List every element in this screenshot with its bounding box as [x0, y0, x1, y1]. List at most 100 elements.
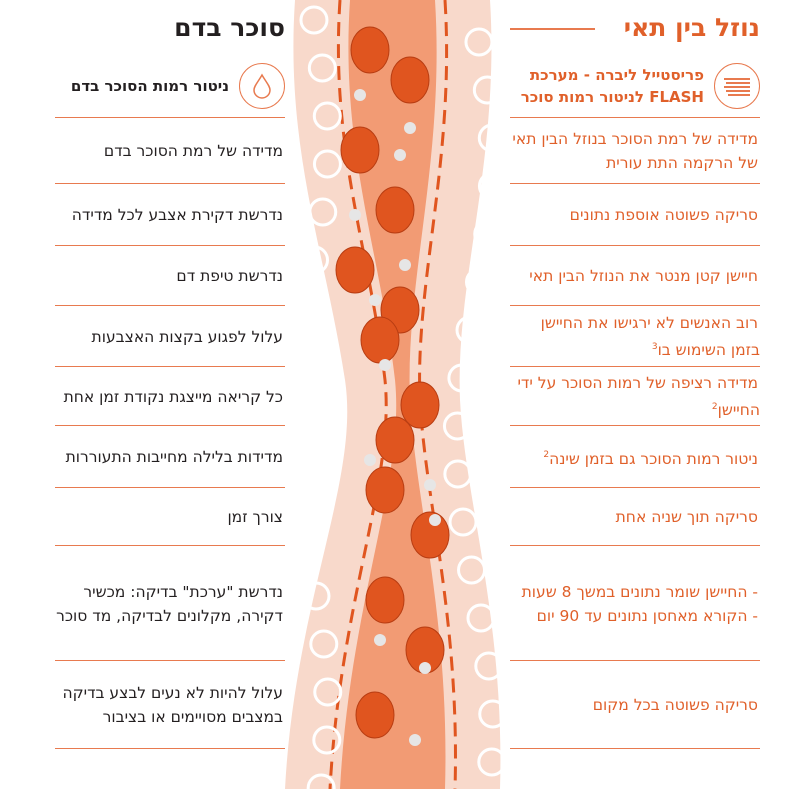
red-blood-cell — [350, 26, 390, 74]
platelet — [369, 294, 381, 306]
comparison-row: מדידות בלילה מחייבות התעוררות — [55, 425, 285, 488]
flash-sensor-icon — [714, 63, 760, 109]
row-text: סריקה תוך שניה אחת — [615, 508, 758, 526]
comparison-row: כל קריאה מייצגת נקודת זמן אחת — [55, 366, 285, 426]
platelet — [354, 89, 366, 101]
vessel-lumen — [340, 0, 446, 789]
tissue-cell — [285, 485, 313, 515]
tissue-cell — [285, 437, 308, 467]
row-text: מדידה של רמת הסוכר בנוזל הבין תאי של הרק… — [512, 130, 758, 172]
blood-vessel-illustration — [285, 0, 508, 789]
row-text: מדידות בלילה מחייבות התעוררות — [65, 448, 283, 466]
blood-drop-icon — [239, 63, 285, 109]
divider — [510, 748, 760, 749]
platelet — [374, 634, 386, 646]
left-title: סוכר בדם — [174, 13, 285, 42]
vessel-outer — [285, 0, 501, 789]
platelet — [409, 734, 421, 746]
row-text: סריקה פשוטה בכל מקום — [592, 696, 758, 714]
tissue-cell — [309, 629, 339, 659]
row-text: נדרשת דקירת אצבע לכל מדידה — [71, 206, 283, 224]
tissue-cell — [308, 197, 338, 227]
tissue-cell — [443, 459, 473, 489]
comparison-row: מדידה רציפה של רמות הסוכר על ידי החיישן2 — [510, 366, 760, 426]
row-text: חיישן קטן מנטר את הנוזל הבין תאי — [529, 267, 758, 285]
tissue-cell — [292, 533, 322, 563]
tissue-cell — [300, 245, 330, 275]
platelet — [429, 514, 441, 526]
comparison-row: נדרשת טיפת דם — [55, 245, 285, 306]
row-text: ניטור רמות הסוכר גם בזמן שינה — [549, 449, 758, 468]
comparison-row: נדרשת "ערכת" בדיקה: מכשיר דקירה, מקלונים… — [55, 545, 285, 661]
tissue-cell — [465, 267, 495, 297]
right-title: נוזל בין תאי — [623, 13, 760, 42]
tissue-cell — [306, 773, 336, 789]
red-blood-cell — [365, 466, 405, 514]
tissue-cell — [442, 411, 472, 441]
comparison-row: חיישן קטן מנטר את הנוזל הבין תאי — [510, 245, 760, 306]
platelet — [404, 122, 416, 134]
red-blood-cell — [375, 416, 415, 464]
comparison-row: סריקה פשוטה אוספת נתונים — [510, 183, 760, 246]
red-blood-cell — [390, 56, 430, 104]
row-text: עלול לפגוע בקצות האצבעות — [91, 327, 283, 346]
tissue-cell — [466, 603, 496, 633]
tissue-cell — [312, 101, 342, 131]
right-header: פריסטייל ליברה - מערכת FLASH לניטור רמות… — [510, 55, 760, 117]
platelet — [379, 359, 391, 371]
tissue-cell — [457, 555, 487, 585]
comparison-row: עלול לפגוע בקצות האצבעות — [55, 305, 285, 367]
comparison-row: רוב האנשים לא ירגישו את החיישן בזמן השימ… — [510, 305, 760, 367]
tissue-cell — [447, 363, 477, 393]
tissue-cell — [285, 389, 307, 419]
platelet — [364, 454, 376, 466]
tissue-cell — [307, 53, 337, 83]
tissue-cell — [473, 219, 503, 249]
tissue-cell — [472, 75, 502, 105]
tissue-cell — [474, 651, 504, 681]
comparison-row: מדידה של רמת הסוכר בנוזל הבין תאי של הרק… — [510, 117, 760, 184]
row-text: נדרשת טיפת דם — [176, 267, 283, 285]
footnote-ref: 2 — [711, 401, 718, 412]
red-blood-cell — [335, 246, 375, 294]
tissue-cell — [312, 725, 342, 755]
red-blood-cell — [355, 691, 395, 739]
comparison-row: צורך זמן — [55, 487, 285, 546]
row-text: צורך זמן — [227, 508, 283, 526]
tissue-cell — [478, 699, 508, 729]
comparison-row: נדרשת דקירת אצבע לכל מדידה — [55, 183, 285, 246]
red-blood-cell — [340, 126, 380, 174]
tissue-cell — [299, 5, 329, 35]
platelet — [424, 479, 436, 491]
comparison-row: - החיישן שומר נתונים במשך 8 שעות - הקורא… — [510, 545, 760, 661]
red-blood-cell — [375, 186, 415, 234]
tissue-cell — [477, 123, 507, 153]
tissue-cell — [313, 677, 343, 707]
platelet — [394, 149, 406, 161]
footnote-ref: 2 — [543, 450, 550, 461]
divider — [55, 748, 285, 749]
tissue-cell — [455, 315, 485, 345]
left-header: ניטור רמות הסוכר בדם — [55, 55, 285, 117]
comparison-row: ניטור רמות הסוכר גם בזמן שינה2 — [510, 425, 760, 488]
comparison-row: סריקה פשוטה בכל מקום — [510, 660, 760, 749]
row-text: מדידה רציפה של רמות הסוכר על ידי החיישן — [517, 373, 760, 420]
tissue-cell — [448, 507, 478, 537]
row-text: מדידה של רמת הסוכר בדם — [103, 142, 283, 160]
row-text: סריקה פשוטה אוספת נתונים — [569, 206, 758, 224]
tissue-cell — [464, 27, 494, 57]
tissue-cell — [285, 341, 312, 371]
red-blood-cell — [365, 576, 405, 624]
tissue-cell — [290, 293, 320, 323]
row-text: - החיישן שומר נתונים במשך 8 שעות - הקורא… — [521, 582, 758, 625]
right-header-text: פריסטייל ליברה - מערכת FLASH לניטור רמות… — [520, 66, 704, 106]
platelet — [399, 259, 411, 271]
comparison-row: סריקה תוך שניה אחת — [510, 487, 760, 546]
vessel-wall-dashed-left — [328, 0, 388, 789]
row-text: עלול להיות לא נעים לבצע בדיקה במצבים מסו… — [62, 684, 283, 726]
row-text: רוב האנשים לא ירגישו את החיישן בזמן השימ… — [540, 313, 760, 360]
tissue-cell — [312, 149, 342, 179]
left-header-text: ניטור רמות הסוכר בדם — [70, 77, 229, 95]
comparison-row: עלול להיות לא נעים לבצע בדיקה במצבים מסו… — [55, 660, 285, 749]
comparison-row: מדידה של רמת הסוכר בדם — [55, 117, 285, 184]
